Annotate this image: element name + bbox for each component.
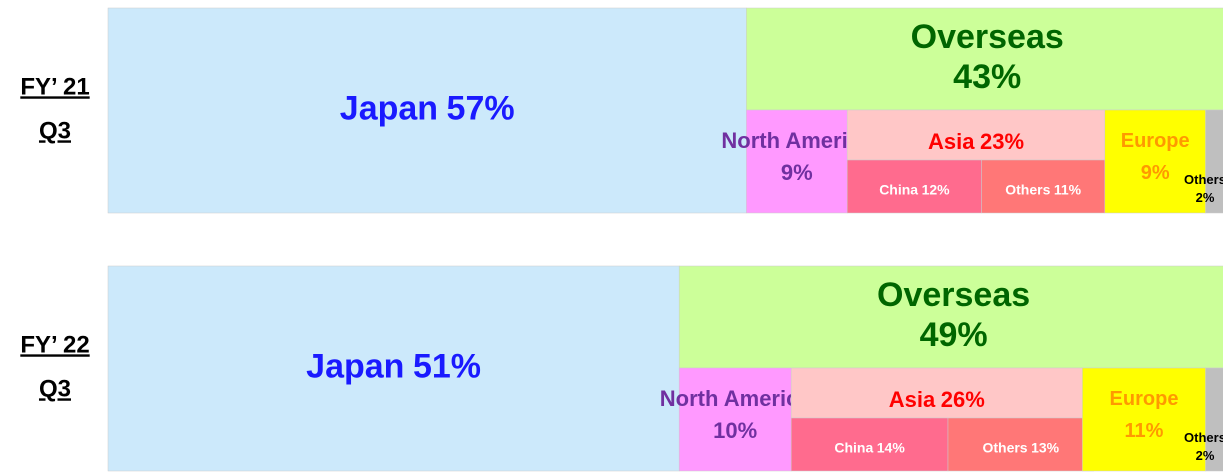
sub-segment <box>1205 109 1223 214</box>
label-part: 23% <box>980 129 1024 154</box>
sub-segment-label: Europe 11% <box>1110 388 1179 442</box>
label-part: North America <box>660 386 812 411</box>
label-part: 51% <box>413 347 481 385</box>
label-part: Overseas <box>877 276 1030 314</box>
label-part: China <box>834 439 873 455</box>
label-part: 10% <box>713 418 757 443</box>
sub-segment-label: North America 10% <box>660 386 812 443</box>
label-part: 11% <box>1054 181 1082 197</box>
segment-label: Japan 57% <box>340 89 515 127</box>
period-label: FY’ 22 <box>20 331 89 358</box>
segment-label: Overseas 49% <box>877 276 1030 354</box>
label-part: Europe <box>1121 130 1190 152</box>
sub-sub-segment <box>947 417 1094 472</box>
sub-sub-segment <box>981 159 1106 214</box>
sub-segment-label: Others 2% <box>1184 172 1223 205</box>
label-part: 43% <box>953 58 1021 96</box>
sub-sub-segment-label: China 14% <box>834 439 905 455</box>
label-part: Others <box>1005 181 1050 197</box>
sub-sub-segment <box>790 417 949 472</box>
sub-segment <box>846 109 1106 161</box>
segment <box>107 7 747 214</box>
label-part: 26% <box>941 387 985 412</box>
label-part: Asia <box>889 387 936 412</box>
label-part: Others <box>1184 430 1223 445</box>
sub-segment <box>1082 367 1206 472</box>
label-part: 57% <box>447 89 515 127</box>
label-part: Japan <box>306 347 404 385</box>
label-part: 49% <box>920 316 988 354</box>
sub-segment <box>1104 109 1206 214</box>
label-part: 11% <box>1125 420 1164 442</box>
sub-sub-segment-label: Others 11% <box>1005 181 1081 197</box>
sub-segment <box>678 367 792 472</box>
label-part: 13% <box>1031 439 1060 455</box>
label-part: China <box>879 181 918 197</box>
segment <box>678 265 1223 369</box>
label-part: 14% <box>877 439 906 455</box>
sub-sub-segment <box>846 159 982 214</box>
segment <box>107 265 680 472</box>
label-part: Asia <box>928 129 975 154</box>
sub-segment-label: Asia 23% <box>928 129 1024 154</box>
sub-segment-label: Europe 9% <box>1121 130 1190 184</box>
sub-sub-segment-label: Others 13% <box>982 439 1059 455</box>
label-part: 9% <box>781 160 813 185</box>
sub-segment <box>746 109 848 214</box>
sub-segment <box>1205 367 1223 472</box>
label-part: Others <box>982 439 1027 455</box>
sub-segment <box>790 367 1083 419</box>
period-label: Q3 <box>39 375 71 402</box>
segment-label: Overseas 43% <box>911 18 1064 96</box>
period-label: Q3 <box>39 117 71 144</box>
label-part: 12% <box>922 181 951 197</box>
segment <box>746 7 1223 111</box>
label-part: Others <box>1184 172 1223 187</box>
label-part: 9% <box>1141 162 1170 184</box>
label-part: Overseas <box>911 18 1064 56</box>
label-part: Europe <box>1110 388 1179 410</box>
label-part: 2% <box>1196 448 1215 463</box>
sub-sub-segment-label: China 12% <box>879 181 950 197</box>
label-part: Japan <box>340 89 438 127</box>
period-label: FY’ 21 <box>20 73 89 100</box>
sub-segment-label: Asia 26% <box>889 387 985 412</box>
label-part: 2% <box>1196 190 1215 205</box>
segment-label: Japan 51% <box>306 347 481 385</box>
sub-segment-label: Others 2% <box>1184 430 1223 463</box>
